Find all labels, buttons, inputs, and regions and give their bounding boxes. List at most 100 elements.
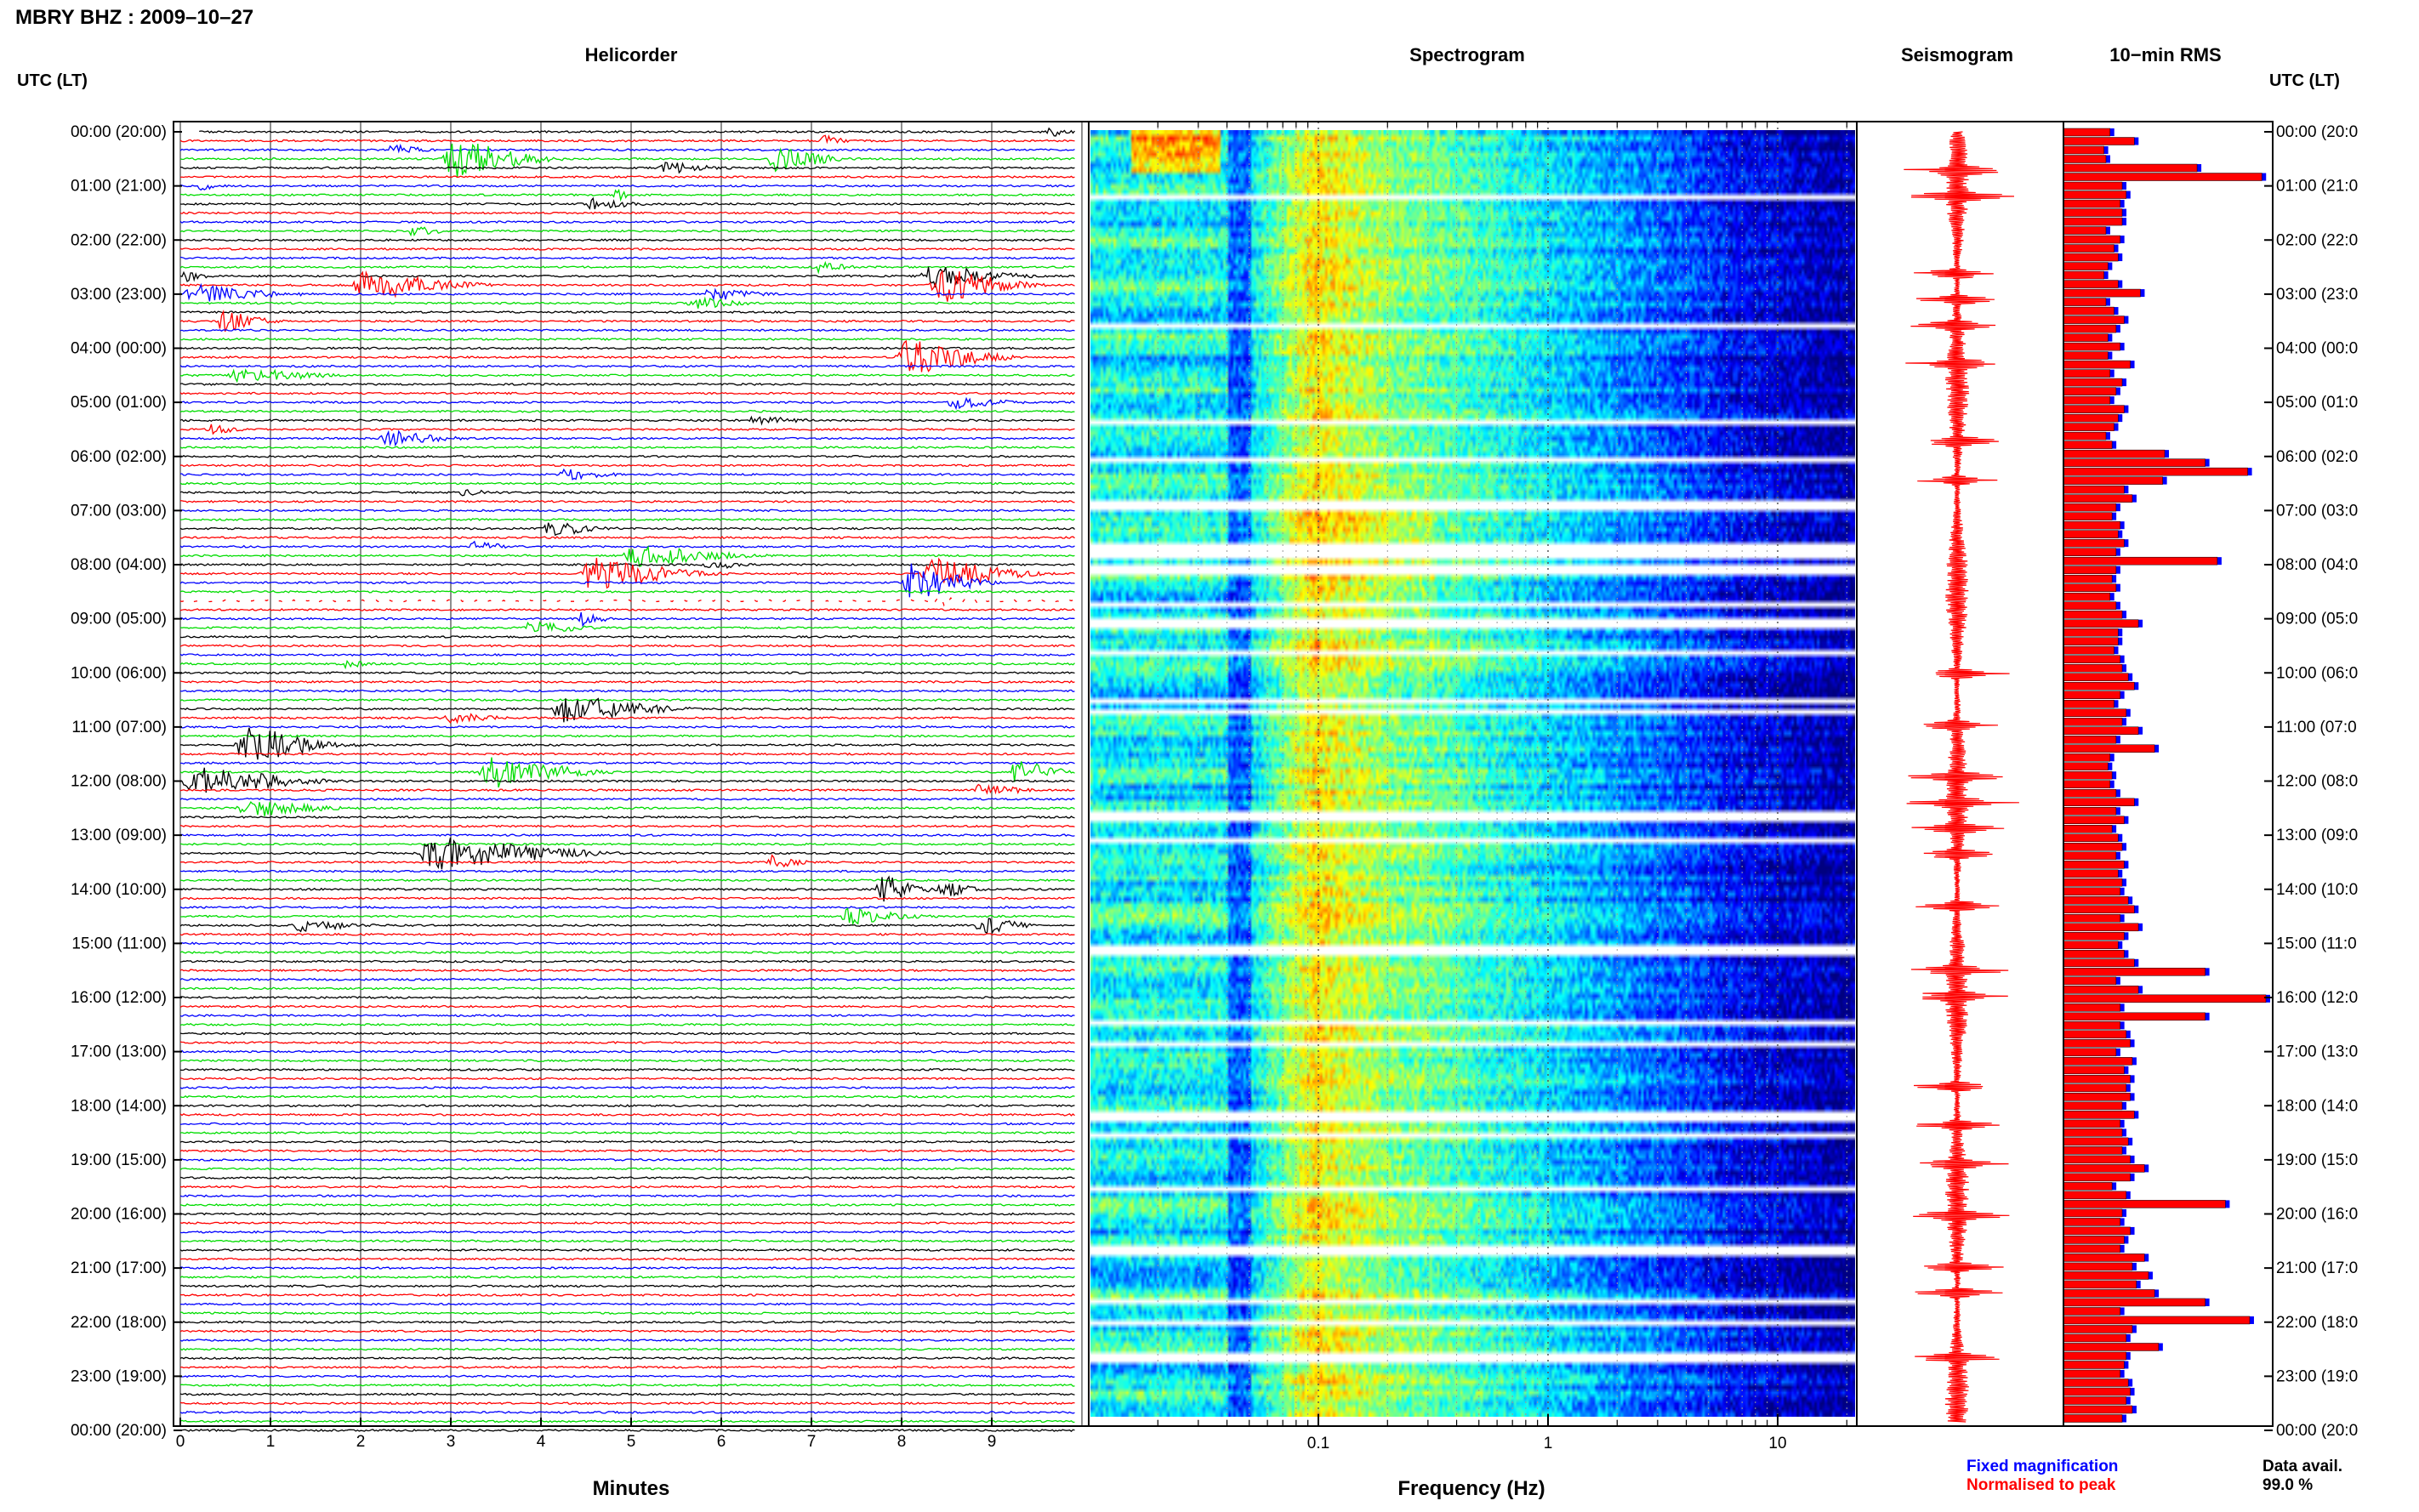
helicorder-trace-row	[179, 143, 1075, 154]
helicorder-trace-row	[179, 977, 1075, 981]
helicorder-trace-row	[179, 783, 1075, 795]
rms-bar-normalised	[2063, 762, 2109, 770]
rms-bar-normalised	[2063, 1208, 2123, 1218]
rms-bar-normalised	[2063, 1075, 2131, 1083]
rms-bar-normalised	[2063, 663, 2123, 673]
helicorder-trace-row	[179, 1320, 1075, 1324]
helicorder-trace-row	[179, 256, 1075, 260]
hour-label-right: 05:00 (01:0	[2276, 394, 2358, 412]
helicorder-trace-row	[179, 653, 1075, 657]
rms-bar-normalised	[2063, 574, 2113, 583]
helicorder-trace-row	[179, 1302, 1075, 1306]
minute-tick-label: 0	[176, 1433, 185, 1451]
utc-label-left: UTC (LT)	[17, 71, 88, 90]
minute-tick-label: 9	[988, 1433, 997, 1451]
rms-bar-normalised	[2063, 770, 2113, 780]
rms-bar-normalised	[2063, 458, 2206, 467]
hour-label-right: 08:00 (04:0	[2276, 556, 2358, 574]
helicorder-trace-row	[179, 1202, 1075, 1207]
rms-bar-normalised	[2063, 1083, 2127, 1093]
rms-bar-normalised	[2063, 217, 2123, 226]
helicorder-trace-row	[179, 382, 1075, 386]
helicorder-trace-row	[179, 143, 1075, 178]
helicorder-trace-row	[179, 1239, 1075, 1243]
helicorder-trace-row	[179, 1266, 1075, 1270]
rms-bar-normalised	[2063, 1101, 2123, 1111]
hour-label-right: 18:00 (14:0	[2276, 1097, 2358, 1115]
hour-label-left: 20:00 (16:00)	[71, 1206, 167, 1224]
hour-label-left: 19:00 (15:00)	[71, 1151, 167, 1169]
helicorder-trace-row	[179, 941, 1075, 946]
helicorder-trace-row	[180, 727, 1075, 760]
rms-bar-normalised	[2063, 1280, 2137, 1289]
hour-label-left: 18:00 (14:00)	[71, 1097, 167, 1115]
rms-title: 10−min RMS	[2109, 44, 2221, 65]
helicorder-trace-row	[179, 1086, 1075, 1090]
helicorder-trace-row	[179, 875, 1075, 902]
helicorder-trace-row	[179, 364, 1075, 368]
rms-bar-normalised	[2063, 1253, 2145, 1262]
rms-bar-normalised	[2063, 467, 2248, 476]
rms-bar-normalised	[2063, 726, 2139, 735]
helicorder-trace-row	[179, 950, 1075, 954]
helicorder-trace-row	[179, 481, 1075, 486]
rms-bar-normalised	[2063, 628, 2119, 637]
helicorder-trace-row	[179, 423, 1075, 435]
rms-bar-normalised	[2063, 199, 2120, 208]
rms-bar-normalised	[2063, 235, 2120, 244]
helicorder-trace-row	[179, 1384, 1075, 1387]
hour-label-left: 14:00 (10:00)	[71, 881, 167, 899]
helicorder-trace-row	[179, 260, 1075, 275]
helicorder-trace-row	[179, 1356, 1075, 1361]
rms-bar-normalised	[2063, 476, 2163, 485]
minute-tick-label: 4	[537, 1433, 546, 1451]
helicorder-trace-row	[179, 801, 1075, 816]
rms-bar-normalised	[2063, 861, 2125, 869]
hour-label-left: 13:00 (09:00)	[71, 827, 167, 844]
helicorder-trace-row	[179, 797, 1075, 801]
rms-bar-normalised	[2063, 530, 2119, 538]
helicorder-trace-row	[179, 310, 1075, 333]
helicorder-trace-row	[179, 1049, 1075, 1054]
helicorder-trace-row	[179, 878, 1075, 883]
rms-bar-normalised	[2063, 378, 2123, 387]
helicorder-trace-row	[179, 906, 1075, 909]
helicorder-trace-row	[179, 463, 1075, 468]
hour-label-right: 16:00 (12:0	[2276, 989, 2358, 1007]
rms-bar-normalised	[2063, 896, 2129, 905]
rms-bar-normalised	[2063, 1048, 2117, 1057]
spectrogram-xlabel: Frequency (Hz)	[1397, 1477, 1545, 1500]
helicorder-trace-row	[179, 932, 1075, 936]
hour-label-right: 02:00 (22:0	[2276, 231, 2358, 249]
rms-bar-normalised	[2063, 798, 2135, 807]
rms-bar-normalised	[2063, 413, 2119, 423]
helicorder-trace-row	[179, 969, 1075, 973]
helicorder-trace-row	[179, 1365, 1075, 1369]
helicorder-trace-row	[180, 907, 1075, 926]
rms-bar-normalised	[2063, 556, 2218, 566]
helicorder-trace-row	[179, 1059, 1075, 1063]
rms-bar-normalised	[2063, 1173, 2131, 1182]
helicorder-trace-row	[179, 415, 1075, 426]
rms-bar-normalised	[2063, 1405, 2133, 1414]
hour-label-left: 10:00 (06:00)	[71, 664, 167, 682]
helicorder-trace-row	[179, 634, 1075, 639]
seismogram-title: Seismogram	[1901, 44, 2013, 65]
helicorder-trace-row	[179, 1140, 1075, 1144]
rms-bar-normalised	[2063, 1369, 2120, 1378]
rms-bar-normalised	[2063, 128, 2110, 137]
rms-bar-normalised	[2063, 1030, 2127, 1039]
rms-bar-normalised	[2063, 1351, 2127, 1361]
helicorder-trace-row	[179, 1004, 1075, 1009]
spectrogram-heatmap	[1090, 130, 1855, 1417]
rms-bar-normalised	[2063, 968, 2206, 976]
helicorder-trace-row	[180, 1104, 1075, 1108]
rms-bar-normalised	[2063, 825, 2113, 833]
helicorder-trace-row	[179, 296, 1075, 309]
seismogram-line	[1904, 131, 2019, 1423]
hour-label-right: 23:00 (19:0	[2276, 1367, 2358, 1385]
helicorder-title: Helicorder	[585, 44, 678, 65]
hour-label-right: 09:00 (05:0	[2276, 611, 2358, 628]
hour-label-right: 01:00 (21:0	[2276, 178, 2358, 196]
rms-bar-normalised	[2063, 503, 2117, 512]
